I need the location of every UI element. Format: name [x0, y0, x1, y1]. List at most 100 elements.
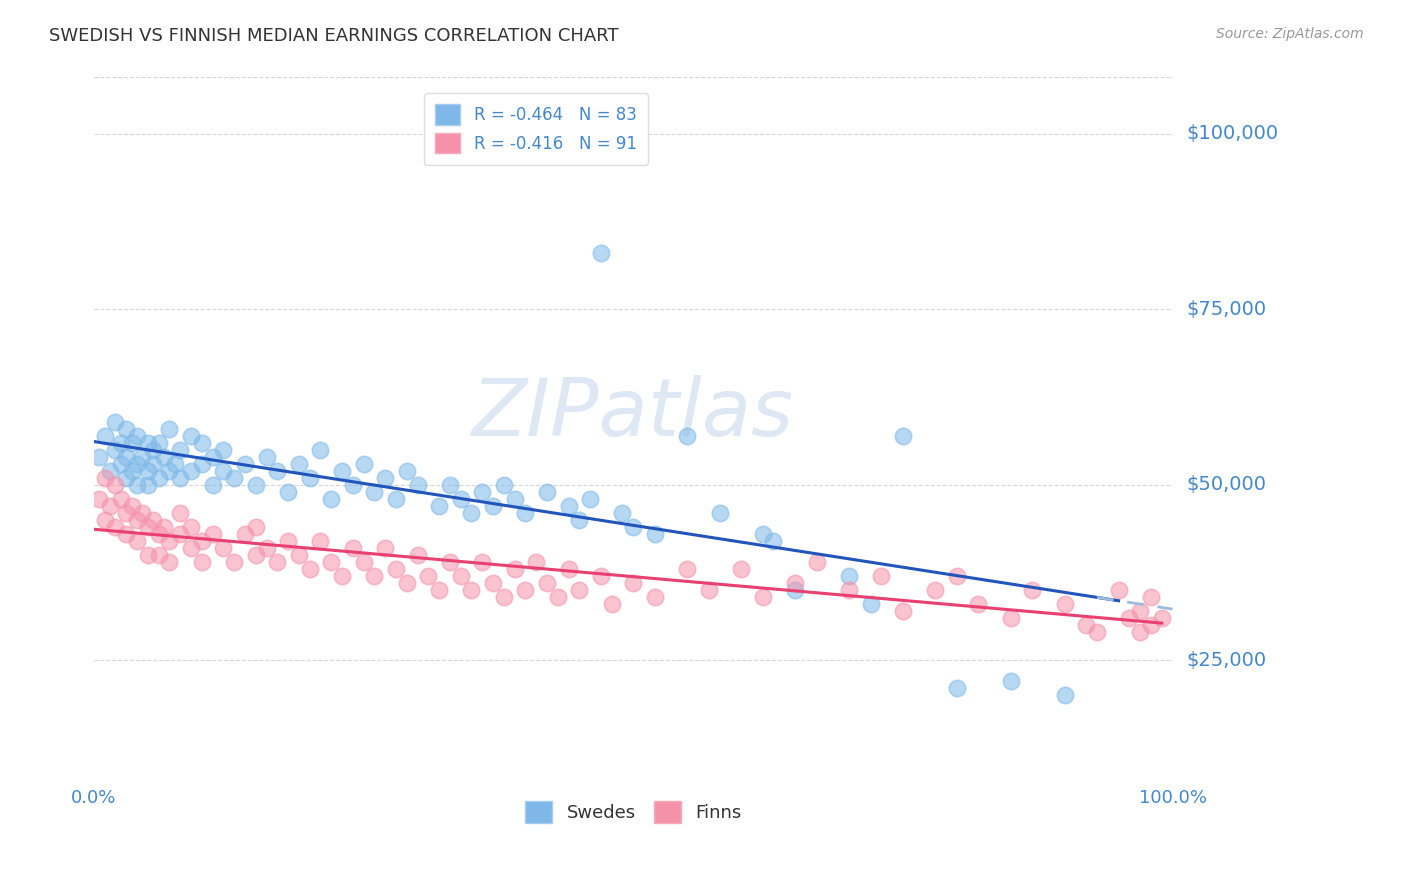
Text: Source: ZipAtlas.com: Source: ZipAtlas.com [1216, 27, 1364, 41]
Point [439, 555, 461, 569]
Point [1053, 597, 1076, 611]
Point [450, 491, 472, 506]
Point [547, 590, 569, 604]
Point [104, 442, 127, 457]
Point [557, 499, 579, 513]
Point [418, 569, 440, 583]
Point [967, 597, 990, 611]
Point [245, 520, 267, 534]
Point [309, 442, 332, 457]
Point [115, 471, 138, 485]
Point [503, 562, 526, 576]
Point [233, 526, 256, 541]
Point [98, 499, 121, 513]
Point [471, 484, 494, 499]
Point [201, 477, 224, 491]
Point [363, 569, 385, 583]
Point [1085, 625, 1108, 640]
Point [180, 464, 202, 478]
Point [621, 520, 644, 534]
Point [224, 471, 246, 485]
Point [89, 491, 111, 506]
Point [115, 526, 138, 541]
Point [589, 569, 612, 583]
Point [233, 457, 256, 471]
Point [245, 548, 267, 562]
Point [136, 464, 159, 478]
Point [148, 471, 170, 485]
Point [1140, 590, 1163, 604]
Point [385, 562, 408, 576]
Point [406, 477, 429, 491]
Point [568, 582, 591, 597]
Point [288, 548, 311, 562]
Point [298, 471, 321, 485]
Point [169, 471, 191, 485]
Point [374, 541, 396, 555]
Point [427, 499, 450, 513]
Point [256, 450, 278, 464]
Point [121, 464, 143, 478]
Point [212, 442, 235, 457]
Point [125, 457, 148, 471]
Point [125, 513, 148, 527]
Point [460, 582, 482, 597]
Point [142, 513, 165, 527]
Point [321, 491, 343, 506]
Point [191, 435, 214, 450]
Point [212, 541, 235, 555]
Point [142, 457, 165, 471]
Point [406, 548, 429, 562]
Point [110, 457, 132, 471]
Point [600, 597, 623, 611]
Point [460, 506, 482, 520]
Point [697, 582, 720, 597]
Point [439, 477, 461, 491]
Legend: Swedes, Finns: Swedes, Finns [515, 790, 752, 834]
Text: ZIPatlas: ZIPatlas [472, 376, 794, 453]
Point [277, 484, 299, 499]
Point [482, 576, 505, 591]
Point [589, 246, 612, 260]
Point [125, 533, 148, 548]
Point [762, 533, 785, 548]
Point [266, 555, 288, 569]
Point [136, 477, 159, 491]
Point [385, 491, 408, 506]
Point [838, 569, 860, 583]
Point [676, 428, 699, 442]
Point [536, 484, 558, 499]
Point [568, 513, 591, 527]
Point [169, 526, 191, 541]
Point [579, 491, 602, 506]
Point [870, 569, 893, 583]
Point [395, 464, 418, 478]
Point [492, 590, 515, 604]
Point [153, 520, 176, 534]
Point [148, 435, 170, 450]
Point [136, 435, 159, 450]
Point [891, 428, 914, 442]
Point [115, 421, 138, 435]
Point [621, 576, 644, 591]
Point [838, 582, 860, 597]
Point [131, 506, 153, 520]
Point [153, 450, 176, 464]
Point [644, 590, 666, 604]
Point [751, 526, 773, 541]
Point [1118, 611, 1140, 625]
Point [1129, 604, 1152, 618]
Point [730, 562, 752, 576]
Point [644, 526, 666, 541]
Point [524, 555, 547, 569]
Point [142, 442, 165, 457]
Point [374, 471, 396, 485]
Point [946, 681, 969, 696]
Point [115, 450, 138, 464]
Point [1021, 582, 1043, 597]
Point [450, 569, 472, 583]
Point [110, 491, 132, 506]
Point [1150, 611, 1173, 625]
Point [159, 533, 181, 548]
Point [104, 415, 127, 429]
